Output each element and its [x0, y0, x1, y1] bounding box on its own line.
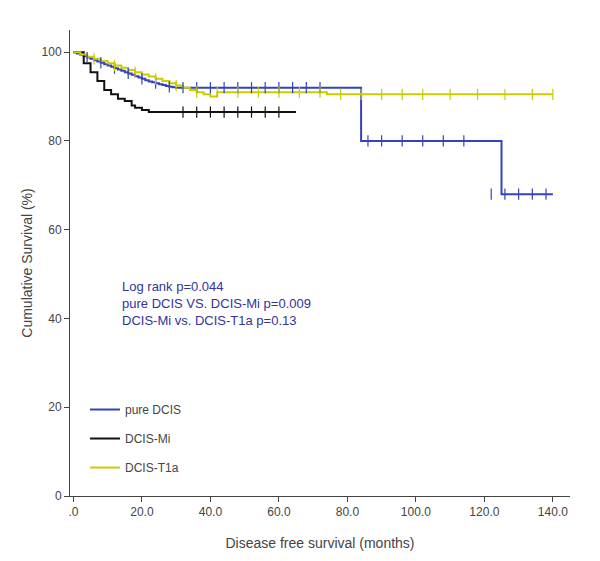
svg-text:80.0: 80.0 [336, 505, 360, 519]
svg-text:Cumulative Survival (%): Cumulative Survival (%) [19, 188, 35, 337]
svg-text:40: 40 [48, 312, 62, 326]
svg-text:20: 20 [48, 400, 62, 414]
svg-text:100.0: 100.0 [401, 505, 431, 519]
svg-text:60: 60 [48, 223, 62, 237]
svg-text:.0: .0 [68, 505, 78, 519]
svg-text:Log rank p=0.044pure DCIS VS.: Log rank p=0.044pure DCIS VS. DCIS-Mi p=… [122, 279, 311, 328]
svg-text:100: 100 [42, 45, 62, 59]
svg-text:40.0: 40.0 [199, 505, 223, 519]
svg-text:120.0: 120.0 [469, 505, 499, 519]
svg-text:DCIS-T1a: DCIS-T1a [125, 461, 179, 475]
svg-text:Disease free survival (months): Disease free survival (months) [225, 535, 414, 551]
svg-text:20.0: 20.0 [130, 505, 154, 519]
svg-text:140.0: 140.0 [538, 505, 568, 519]
svg-text:60.0: 60.0 [267, 505, 291, 519]
svg-text:80: 80 [48, 134, 62, 148]
svg-text:pure DCIS: pure DCIS [125, 403, 181, 417]
svg-text:0: 0 [55, 489, 62, 503]
svg-text:DCIS-Mi: DCIS-Mi [125, 432, 170, 446]
